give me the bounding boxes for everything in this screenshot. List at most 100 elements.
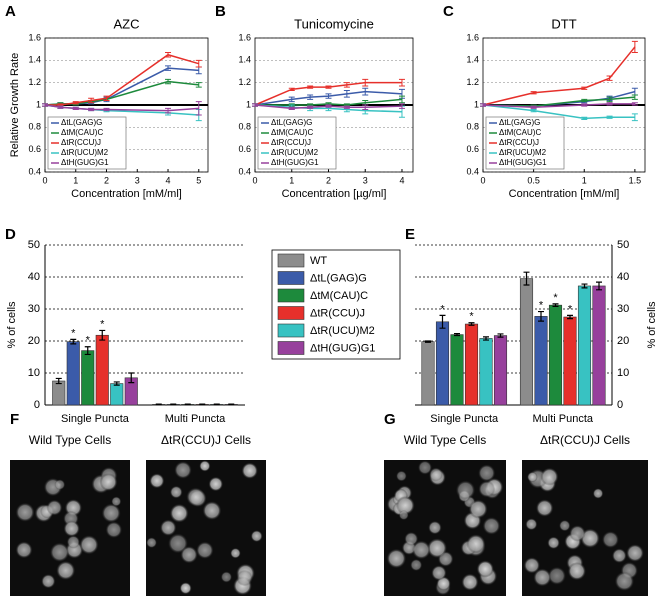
panel-label: F	[10, 411, 19, 428]
y-tick-label: 1.4	[28, 55, 41, 65]
x-tick-label: 1	[73, 175, 78, 185]
legend-label: ΔtR(UCU)M2	[310, 325, 375, 337]
cell-blob	[395, 496, 415, 515]
x-tick-label: 1	[582, 175, 587, 185]
cell-blob	[15, 502, 35, 522]
cell-blob	[236, 569, 253, 587]
y-tick-label: 1.6	[28, 32, 41, 42]
legend-swatch	[277, 271, 305, 285]
error-bar	[252, 103, 258, 107]
x-tick-label: 1	[289, 175, 294, 185]
y-tick-label: 40	[28, 271, 40, 283]
cell-blob	[63, 520, 80, 537]
error-bar	[606, 96, 613, 103]
cell-blob	[386, 548, 407, 569]
error-bar	[155, 403, 162, 406]
legend-label: ΔtR(CCU)J	[61, 138, 101, 147]
cell-blob	[180, 546, 198, 564]
y-tick-label: 40	[617, 271, 629, 283]
image-caption: ΔtR(CCU)J Cells	[540, 433, 630, 447]
error-bar	[631, 113, 638, 122]
error-bar	[165, 107, 172, 114]
y-tick-label: 0.6	[466, 144, 479, 154]
y-tick-label: 1	[36, 99, 41, 109]
error-bar	[128, 372, 135, 384]
error-bar	[581, 283, 588, 289]
error-bar	[631, 94, 638, 100]
y-tick-label: 0.6	[28, 144, 41, 154]
y-axis-label: Relative Growth Rate	[9, 53, 21, 158]
cell-blob	[455, 480, 476, 500]
cell-blob	[101, 503, 121, 523]
legend-swatch	[277, 306, 305, 320]
legend-label: ΔtM(CAU)C	[271, 128, 313, 137]
bar	[577, 285, 592, 406]
panel-label: D	[5, 226, 16, 243]
cell-blob	[523, 557, 541, 574]
cell-blob	[146, 537, 157, 549]
cell-blob	[179, 582, 192, 595]
error-bar	[567, 314, 573, 320]
error-bar	[343, 82, 350, 88]
y-tick-label: 1	[246, 99, 251, 109]
cell-blob	[404, 531, 419, 546]
x-tick-label: 3	[363, 175, 368, 185]
error-bar	[55, 377, 62, 385]
bar	[548, 304, 563, 406]
significance-marker: *	[440, 303, 445, 315]
series-line	[45, 53, 199, 106]
cell-blob	[410, 558, 423, 572]
cell-blob	[396, 470, 407, 482]
error-bar	[99, 329, 106, 341]
cell-blob	[417, 460, 433, 475]
panel-label: E	[405, 226, 415, 243]
y-tick-label: 0	[34, 399, 40, 411]
error-bar	[113, 381, 120, 386]
cell-blob	[428, 520, 442, 535]
cell-blob	[476, 560, 494, 578]
bar	[52, 380, 66, 406]
error-bar	[631, 40, 638, 54]
y-tick-label: 10	[28, 367, 40, 379]
error-bar	[454, 333, 460, 337]
significance-marker: *	[100, 318, 105, 330]
image-caption: ΔtR(CCU)J Cells	[161, 433, 251, 447]
y-tick-label: 50	[28, 239, 40, 251]
cell-blob	[15, 541, 33, 559]
error-bar	[57, 105, 64, 109]
cell-blob	[478, 480, 496, 498]
x-tick-label: 2	[326, 175, 331, 185]
error-bar	[398, 103, 405, 109]
error-bar	[362, 104, 369, 110]
error-bar	[497, 333, 504, 338]
x-tick-label: 0	[42, 175, 47, 185]
y-tick-label: 1.2	[466, 77, 479, 87]
y-tick-label: 1	[474, 99, 479, 109]
cell-blob	[186, 487, 206, 507]
error-bar	[538, 310, 544, 322]
significance-marker: *	[568, 303, 573, 315]
error-bar	[195, 101, 202, 116]
chart-title: Tunicomycine	[294, 16, 374, 31]
cell-blob	[468, 499, 488, 519]
image-caption: Wild Type Cells	[404, 433, 486, 447]
cell-blob	[54, 479, 66, 491]
x-tick-label: 0	[252, 175, 257, 185]
cell-blob	[547, 566, 566, 585]
error-bar	[170, 403, 177, 406]
cell-blob	[66, 535, 81, 549]
error-bar	[362, 78, 369, 87]
x-axis-label: Concentration [mM/ml]	[509, 188, 620, 200]
error-bar	[631, 102, 638, 106]
error-bar	[42, 103, 48, 107]
panel-label: G	[384, 411, 396, 428]
cell-blob	[220, 571, 233, 583]
error-bar	[195, 59, 202, 68]
cell-blob	[592, 488, 604, 499]
cell-blob	[49, 542, 70, 562]
y-tick-label: 1.6	[238, 32, 251, 42]
bar	[95, 334, 109, 406]
image-caption: Wild Type Cells	[29, 433, 111, 447]
cell-blob	[199, 460, 211, 472]
